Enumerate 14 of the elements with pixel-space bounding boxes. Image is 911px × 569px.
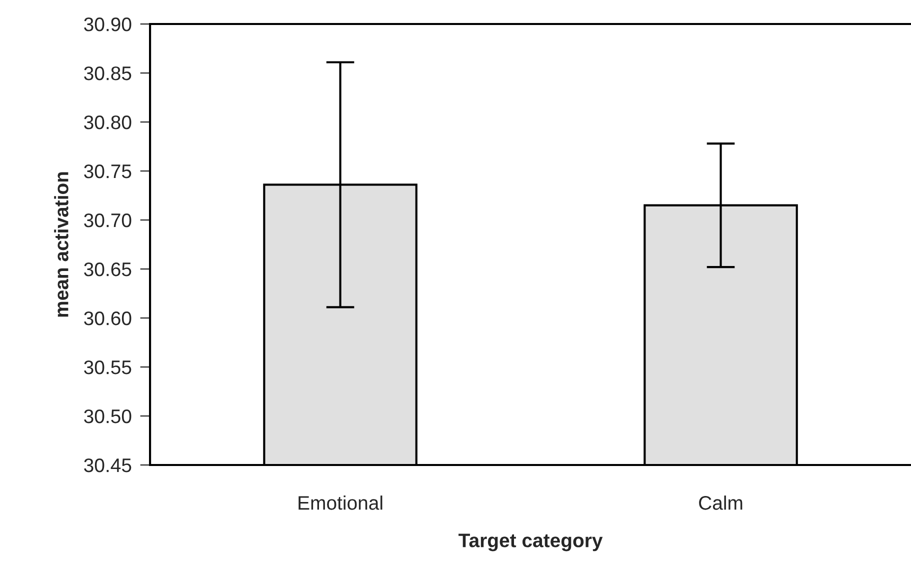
y-tick-label: 30.75 xyxy=(84,164,132,178)
y-tick-label: 30.45 xyxy=(84,458,132,472)
x-axis-title: Target category xyxy=(458,534,603,552)
y-axis-title: mean activation xyxy=(54,172,68,317)
y-tick-label: 30.60 xyxy=(84,311,132,326)
x-tick-label: Emotional xyxy=(298,496,382,510)
y-tick-label: 30.65 xyxy=(84,262,132,276)
y-tick-label: 30.50 xyxy=(84,409,132,424)
y-tick-label: 30.55 xyxy=(84,360,132,374)
y-tick-label: 30.80 xyxy=(84,115,132,130)
y-tick-label: 30.90 xyxy=(84,17,132,32)
x-tick-label: Calm xyxy=(699,496,742,510)
y-tick-label: 30.85 xyxy=(84,66,132,80)
y-tick-label: 30.70 xyxy=(84,213,132,228)
